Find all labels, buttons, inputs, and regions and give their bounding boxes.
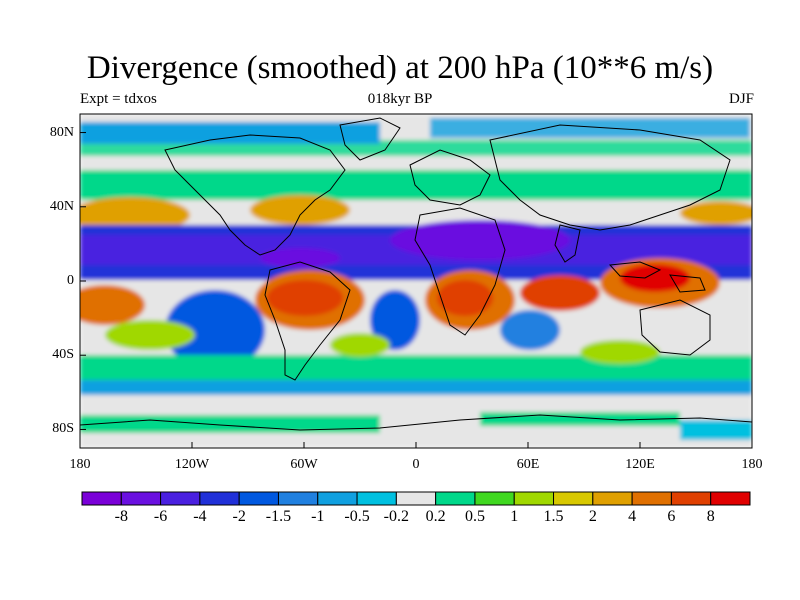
period-label: 018kyr BP (367, 91, 433, 107)
colorbar-swatch (670, 491, 712, 506)
colorbar-label: -4 (193, 508, 207, 525)
colorbar-label: -1 (311, 508, 325, 525)
colorbar-swatch (553, 491, 594, 506)
lat-tick-label: 80S (52, 421, 74, 437)
lon-tick-label: 60W (290, 457, 318, 472)
colorbar-label: 8 (706, 508, 715, 525)
colorbar-swatch (356, 491, 397, 506)
colorbar-swatch (81, 491, 122, 506)
lat-tick-label: 40S (52, 347, 74, 363)
colorbar-swatch (710, 491, 751, 506)
lon-tick-label: 120E (625, 457, 655, 472)
season-label: DJF (728, 91, 754, 107)
colorbar-label: 1.5 (543, 508, 564, 525)
colorbar-label: 6 (667, 508, 676, 525)
colorbar-label: -8 (114, 508, 128, 525)
colorbar-swatch (474, 491, 515, 506)
colorbar-swatch (592, 491, 633, 506)
colorbar-swatch (513, 491, 555, 506)
lon-tick-label: 120W (174, 457, 210, 472)
colorbar-label: 2 (588, 508, 597, 525)
colorbar-label: -2 (232, 508, 246, 525)
colorbar-swatch (435, 491, 476, 506)
colorbar-label: -1.5 (265, 508, 292, 525)
colorbar-swatch (317, 491, 358, 506)
colorbar-label: 0.5 (464, 508, 485, 525)
lat-tick-label: 0 (67, 273, 74, 288)
coastlines (80, 117, 752, 431)
colorbar-label: 4 (628, 508, 637, 525)
colorbar-label: -0.5 (344, 508, 370, 525)
colorbar-swatch (199, 491, 240, 506)
map-title: Divergence (smoothed) at 200 hPa (10**6 … (86, 50, 714, 86)
colorbar-label: 1 (510, 508, 519, 525)
colorbar-swatch (631, 491, 672, 506)
lon-tick-label: 180 (69, 457, 91, 472)
colorbar-swatch (120, 491, 162, 506)
lat-tick-label: 40N (49, 198, 74, 214)
colorbar-swatch (160, 491, 201, 506)
colorbar-swatch (238, 491, 279, 506)
experiment-label: Expt = tdxos (80, 91, 157, 107)
lat-tick-label: 80N (49, 124, 74, 140)
colorbar-swatch (277, 491, 319, 506)
colorbar-swatch (395, 491, 437, 506)
divergence-field (80, 114, 752, 448)
colorbar-label: 0.2 (425, 508, 446, 525)
colorbar-label: -6 (153, 508, 168, 525)
lon-tick-label: 180 (741, 457, 763, 472)
lon-tick-label: 0 (412, 457, 420, 472)
lon-tick-label: 60E (516, 457, 540, 472)
colorbar-label: -0.2 (383, 508, 409, 525)
